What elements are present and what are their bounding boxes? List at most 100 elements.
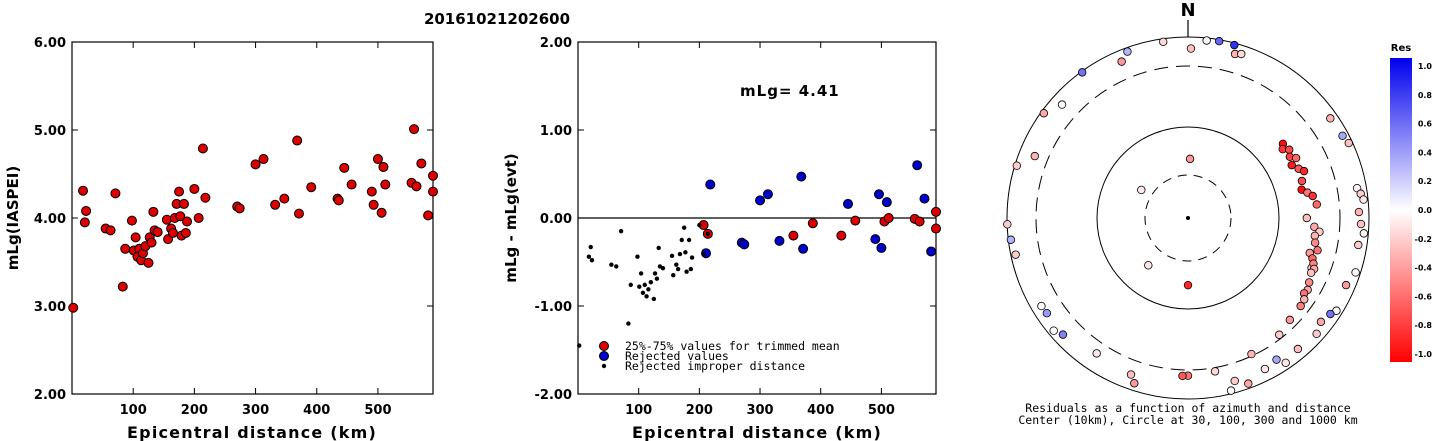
station-residual-point <box>1297 176 1307 186</box>
distance-ring-300km <box>1035 65 1341 371</box>
station-residual-point <box>1247 349 1256 359</box>
rejected-point <box>919 193 930 204</box>
station-residual-point <box>1003 220 1012 229</box>
colorbar-tick-label: 1.0 <box>1418 62 1433 71</box>
data-point <box>197 143 208 154</box>
rejected-point <box>843 198 854 209</box>
legend-label-improper-distance: Rejected improper distance <box>625 359 805 373</box>
colorbar-tick-label: -1.0 <box>1415 350 1433 359</box>
improper-distance-point <box>654 276 660 281</box>
improper-distance-point <box>648 280 654 285</box>
station-residual-point <box>1326 114 1335 123</box>
station-residual-point <box>1137 185 1146 195</box>
improper-distance-point <box>701 251 706 257</box>
trimmed-mean-point <box>807 218 818 229</box>
station-residual-point <box>1042 309 1052 318</box>
station-residual-point <box>1183 280 1193 290</box>
data-point <box>146 237 157 248</box>
improper-distance-point <box>651 296 657 302</box>
magnitude-x-axis-label: Epicentral distance (km) <box>127 423 377 441</box>
data-point <box>130 232 141 243</box>
rejected-point <box>796 171 807 182</box>
station-residual-point <box>1310 231 1320 241</box>
x-tick-label: 500 <box>364 403 391 418</box>
station-residual-point <box>1039 109 1049 118</box>
data-point <box>270 199 281 210</box>
data-point <box>376 207 387 218</box>
data-point <box>117 281 128 292</box>
rejected-point <box>926 246 937 257</box>
data-point <box>174 186 185 197</box>
distance-ring-30km <box>1144 174 1232 262</box>
station-residual-point <box>1185 154 1195 164</box>
station-residual-point <box>1293 344 1303 354</box>
x-tick-label: 300 <box>746 403 773 418</box>
x-tick-label: 400 <box>807 403 834 418</box>
trimmed-mean-point <box>931 206 941 217</box>
station-residual-point <box>1302 213 1312 223</box>
improper-distance-point <box>646 287 651 292</box>
data-point <box>409 124 420 135</box>
station-residual-point <box>1354 240 1363 250</box>
trimmed-mean-point <box>914 216 925 227</box>
station-residual-point <box>1012 161 1022 170</box>
station-residual-point <box>1299 166 1309 176</box>
station-residual-point <box>1230 40 1239 50</box>
data-point <box>411 181 422 192</box>
data-point <box>78 185 89 196</box>
station-residual-point <box>1202 36 1211 45</box>
y-tick-label: 2.00 <box>34 388 66 403</box>
y-tick-label: -1.00 <box>535 300 572 315</box>
improper-distance-point <box>671 273 676 278</box>
improper-distance-point <box>675 266 681 272</box>
rejected-point <box>762 189 773 200</box>
station-residual-point <box>1210 367 1220 376</box>
improper-distance-point <box>686 237 692 243</box>
azimuth-points <box>1003 36 1369 395</box>
legend-label-trimmed-mean: 25%-75% values for trimmed mean <box>625 339 840 353</box>
station-residual-point <box>1306 268 1316 278</box>
improper-distance-point <box>638 271 644 276</box>
rejected-point <box>912 160 923 171</box>
legend-marker-trimmed-mean <box>599 341 609 351</box>
station-residual-point <box>1226 386 1236 395</box>
improper-distance-point <box>586 254 592 259</box>
data-point <box>200 192 211 203</box>
station-residual-point <box>1260 364 1270 374</box>
colorbar-tick-label: 0.6 <box>1418 120 1433 129</box>
improper-distance-point <box>674 262 679 267</box>
data-point <box>366 186 377 197</box>
x-tick-label: 200 <box>686 403 713 418</box>
trimmed-mean-point <box>850 215 861 226</box>
data-point <box>333 195 344 206</box>
station-residual-point <box>1351 268 1360 277</box>
station-residual-point <box>1011 250 1020 259</box>
improper-distance-point <box>626 321 631 326</box>
data-point <box>161 214 172 225</box>
colorbar-tick-label: -0.4 <box>1415 264 1433 273</box>
azimuth-caption-line-2: Center (10km), Circle at 30, 100, 300 an… <box>1018 413 1357 427</box>
data-point <box>380 179 391 190</box>
data-point <box>68 302 79 313</box>
station-residual-point <box>1359 229 1369 238</box>
colorbar-tick-label: -0.6 <box>1415 292 1433 301</box>
improper-distance-point <box>588 244 593 250</box>
station-residual-point <box>1312 200 1321 209</box>
station-residual-point <box>1310 238 1320 247</box>
data-point <box>175 211 186 222</box>
residual-colorbar: Res 1.0 0.8 0.6 0.4 0.2 0.0 -0.2 -0.4 -0.6 -0.8 -1… <box>1390 43 1432 362</box>
station-residual-point <box>1092 349 1101 358</box>
station-residual-point <box>1186 44 1196 53</box>
station-residual-point <box>1178 371 1187 381</box>
station-residual-point <box>1338 131 1347 141</box>
data-point <box>178 198 189 209</box>
improper-distance-point <box>679 237 684 243</box>
improper-distance-point <box>669 253 675 259</box>
data-point <box>346 179 357 190</box>
station-residual-point <box>1057 100 1067 109</box>
legend-marker-rejected <box>599 351 609 361</box>
improper-distance-point <box>705 231 711 237</box>
station-residual-point <box>1344 138 1353 148</box>
trimmed-mean-point <box>836 230 847 241</box>
rejected-point <box>870 234 881 245</box>
